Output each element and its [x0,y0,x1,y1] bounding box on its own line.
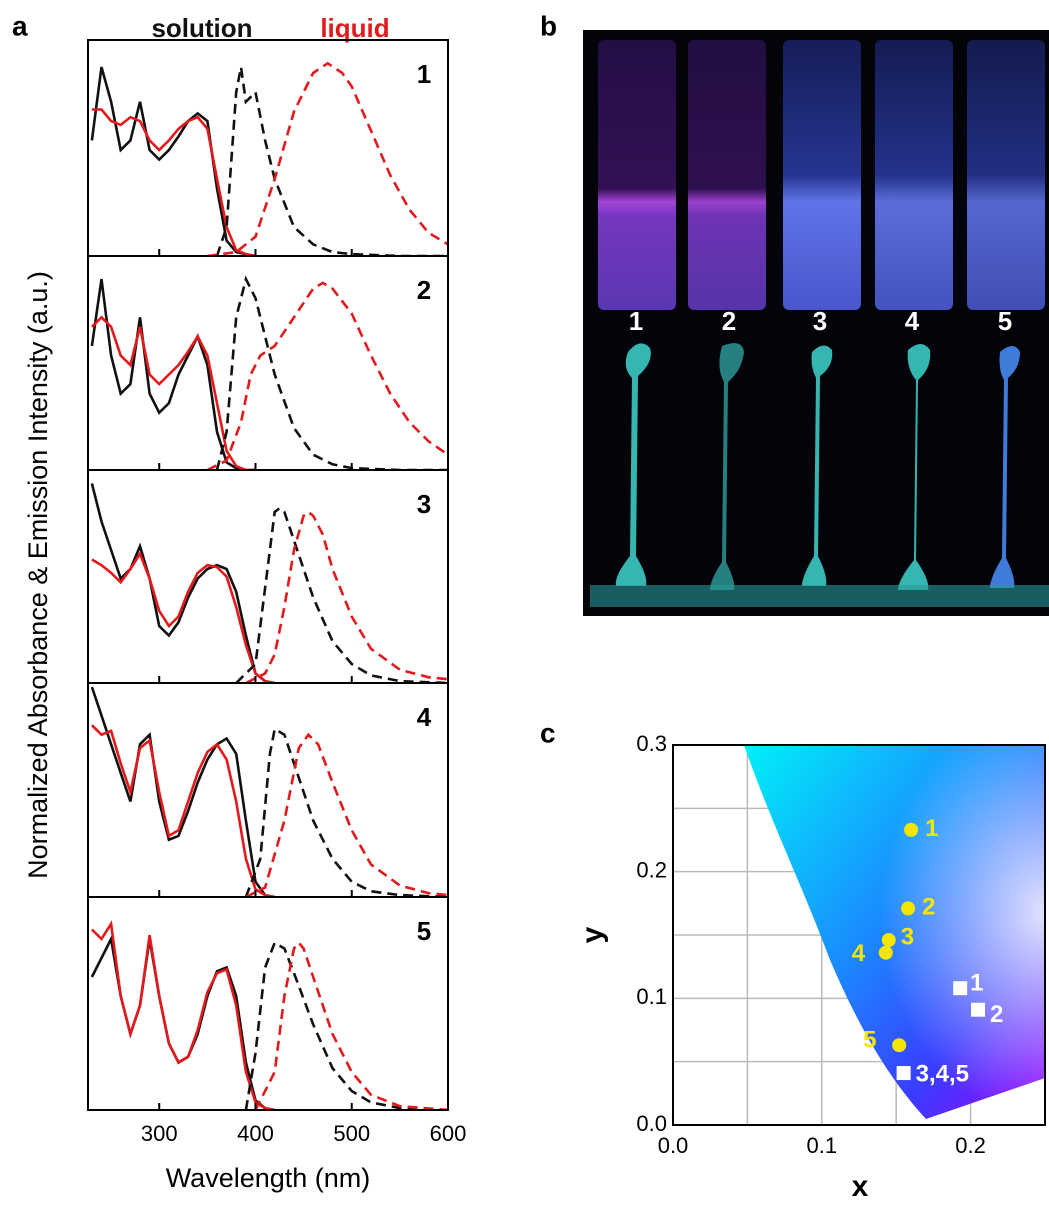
point-label: 2 [990,1001,1003,1028]
spectrum-line [244,940,448,1110]
subplot [90,275,448,470]
plot-frame [672,744,1046,1126]
point-label: 5 [863,1027,876,1054]
subplot-frame [87,896,449,1111]
legend-entry: solution [151,13,252,43]
subplot [90,686,448,897]
x-tick-label: 500 [333,1121,370,1146]
spectrum-line [207,61,448,256]
x-tick-label: 0.1 [807,1133,838,1158]
subplot-label: 5 [417,916,431,946]
y-tick-label: 0.3 [636,731,667,756]
spectrum-line [90,483,275,683]
photo-label: 2 [722,306,736,336]
photo-label: 3 [813,306,827,336]
x-tick-label: 0.0 [658,1133,689,1158]
panel-label: b [540,10,557,41]
x-tick-label: 400 [237,1121,274,1146]
y-axis-label: y [576,926,609,943]
y-tick-label: 0.1 [636,984,667,1009]
spectrum-line [235,506,448,683]
point-label: 1 [970,970,983,997]
panel-label: a [12,10,28,41]
point-label: 4 [852,940,866,967]
spectrum-line [244,726,448,897]
spectrum-line [90,724,275,897]
spectrum-line [91,550,275,683]
spectrum-line [91,108,256,256]
x-tick-label: 300 [141,1121,178,1146]
point [881,933,896,948]
point-label: 2 [922,894,935,921]
point [892,1038,907,1053]
subplot-frame [87,682,449,898]
spectrum-line [254,940,448,1110]
point [904,822,919,837]
legend-entry: liquid [320,13,389,43]
photo-label: 5 [998,306,1012,336]
point [901,901,916,916]
spectrum-line [215,66,448,256]
x-axis-label: Wavelength (nm) [166,1163,371,1193]
spectrum-line [90,934,275,1110]
y-tick-label: 0.0 [636,1111,667,1136]
subplot [90,920,448,1110]
subplot-label: 3 [417,489,431,519]
point [953,981,968,996]
spectrum-line [90,66,256,256]
panel-label: c [540,717,556,748]
photo-label: 4 [905,306,920,336]
point [878,945,893,960]
spectrum-line [206,281,448,470]
spectrum-line [245,732,448,897]
subplot [90,61,448,256]
point-label: 3,4,5 [916,1060,969,1087]
subplot-label: 2 [417,275,431,305]
spectrum-line [215,275,448,470]
y-axis-label: Normalized Absorbance & Emission Intensi… [23,271,53,879]
subplot-label: 1 [417,59,431,89]
photo-label: 1 [629,306,643,336]
y-tick-label: 0.2 [636,857,667,882]
gamut-white [744,745,1045,1119]
x-tick-label: 600 [430,1121,467,1146]
spectrum-line [90,920,275,1110]
point [896,1066,911,1081]
photo [583,30,1049,616]
x-tick-label: 0.2 [955,1133,986,1158]
point-label: 1 [925,815,938,842]
spectrum-line [245,510,448,683]
point [971,1002,986,1017]
spectrum-line [90,315,256,470]
spectrum-line [90,686,275,897]
subplot-label: 4 [417,702,432,732]
subplot-frame [87,255,449,471]
subplot-frame [87,469,449,684]
spectrum-line [90,278,256,470]
subplot [90,483,448,683]
point-label: 3 [901,923,914,950]
x-axis-label: x [852,1170,869,1203]
